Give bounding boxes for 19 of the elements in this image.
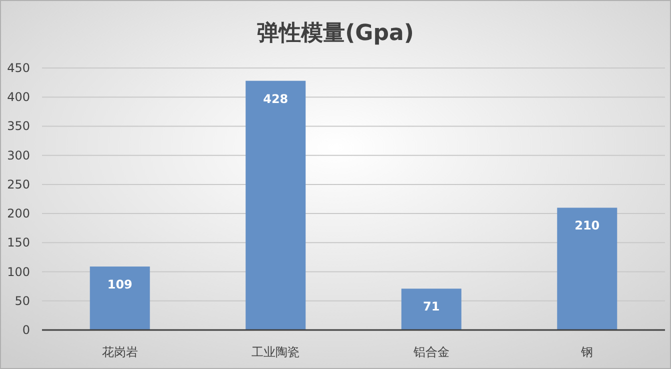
y-tick-label: 50: [14, 294, 30, 308]
y-tick-label: 300: [7, 148, 30, 162]
data-label: 428: [263, 92, 288, 106]
y-tick-label: 350: [7, 119, 30, 134]
x-tick-label: 钢: [580, 345, 594, 359]
y-tick-label: 400: [7, 90, 30, 104]
data-label: 109: [107, 278, 132, 292]
data-label: 71: [423, 300, 440, 314]
chart-title: 弹性模量(Gpa): [257, 21, 414, 46]
y-tick-label: 200: [7, 206, 30, 221]
y-tick-label: 100: [7, 264, 30, 279]
data-label: 210: [574, 218, 600, 233]
x-tick-label: 花岗岩: [102, 345, 138, 359]
x-tick-label: 铝合金: [412, 345, 450, 359]
x-tick-label: 工业陶瓷: [252, 345, 300, 359]
y-tick-label: 0: [22, 323, 30, 337]
y-tick-label: 250: [7, 177, 30, 192]
y-tick-label: 150: [7, 236, 30, 250]
y-tick-label: 450: [7, 61, 30, 75]
